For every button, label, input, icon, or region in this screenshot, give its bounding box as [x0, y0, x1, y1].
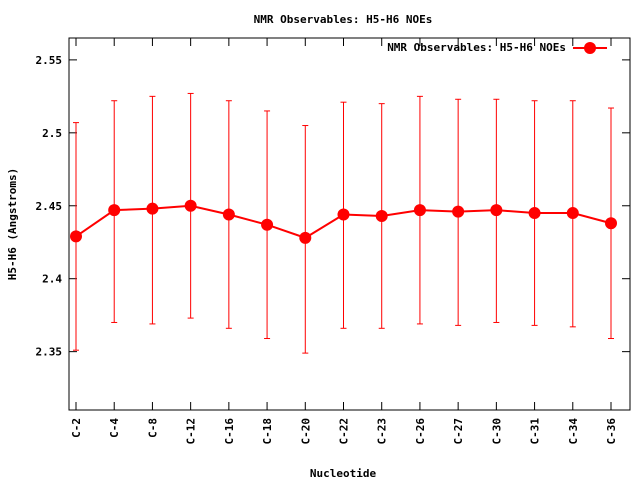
data-point	[299, 231, 312, 244]
plot-frame	[68, 37, 631, 411]
data-point	[108, 204, 121, 217]
data-point	[413, 204, 426, 217]
plot-area: 2.35 2.4 2.45 2.5 2.55 C-2 C-4 C-8 C-12 C-16 C-18…	[36, 37, 631, 445]
x-tick-label: C-16	[223, 418, 236, 445]
x-tick-label: C-30	[490, 418, 503, 445]
data-point	[261, 218, 274, 231]
data-point	[452, 205, 465, 218]
x-tick-label: C-4	[108, 418, 121, 438]
x-tick-label: C-2	[70, 418, 83, 438]
x-axis-label: Nucleotide	[310, 467, 377, 480]
x-axis: C-2 C-4 C-8 C-12 C-16 C-18 C-20 C-22 C-23 C-26 C-2…	[70, 38, 618, 445]
data-point	[184, 199, 197, 212]
x-tick-label: C-23	[376, 418, 389, 445]
y-tick-label: 2.55	[36, 54, 63, 67]
data-point	[222, 208, 235, 221]
error-bars	[73, 92, 614, 354]
x-tick-label: C-12	[185, 418, 198, 445]
y-axis-label: H5-H6 (Angstroms)	[6, 168, 19, 281]
data-point	[605, 217, 617, 230]
x-tick-label: C-27	[452, 418, 465, 445]
y-tick-label: 2.4	[42, 273, 62, 286]
legend: NMR Observables: H5-H6 NOEs	[387, 41, 607, 54]
x-tick-label: C-31	[529, 418, 542, 445]
x-tick-label: C-36	[605, 418, 618, 445]
legend-marker	[584, 42, 596, 54]
x-tick-label: C-20	[299, 418, 312, 445]
data-point	[146, 202, 159, 215]
y-tick-label: 2.35	[36, 346, 63, 359]
data-point	[528, 207, 541, 220]
x-tick-label: C-22	[338, 418, 351, 445]
data-point	[566, 207, 579, 220]
x-tick-label: C-34	[567, 418, 580, 445]
x-tick-label: C-26	[414, 418, 427, 445]
x-tick-label: C-18	[261, 418, 274, 445]
data-points	[70, 199, 617, 244]
data-point	[375, 209, 388, 222]
x-tick-label: C-8	[146, 418, 159, 438]
legend-label: NMR Observables: H5-H6 NOEs	[387, 41, 566, 54]
y-tick-label: 2.5	[42, 127, 62, 140]
data-point	[70, 230, 82, 243]
y-axis: 2.35 2.4 2.45 2.5 2.55	[36, 54, 630, 359]
data-point	[337, 208, 350, 221]
data-point	[490, 204, 503, 217]
chart-title: NMR Observables: H5-H6 NOEs	[254, 13, 433, 26]
y-tick-label: 2.45	[36, 200, 63, 213]
